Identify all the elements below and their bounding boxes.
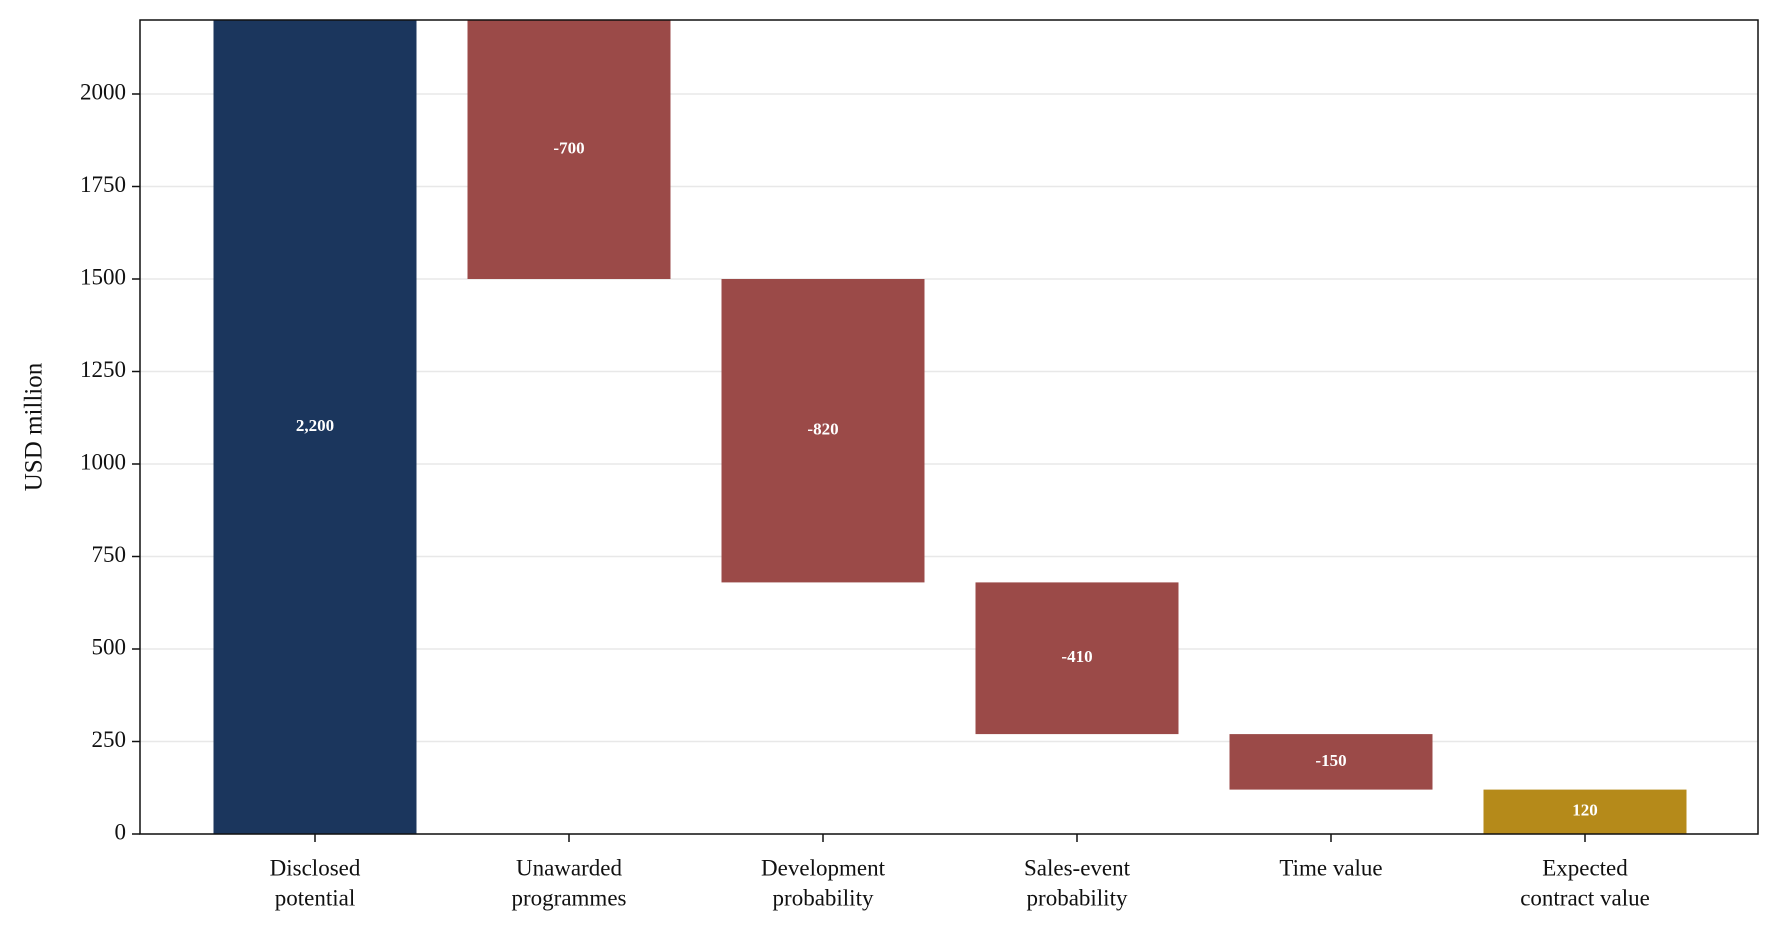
y-axis-label: USD million (21, 362, 48, 491)
plot-frame (139, 19, 1759, 835)
x-tick-label: Disclosed (270, 855, 361, 880)
value-label: -150 (1315, 751, 1346, 770)
y-tick-label: 1750 (80, 172, 126, 197)
x-tick-label: programmes (512, 885, 627, 910)
y-tick-label: 750 (92, 542, 127, 567)
x-tick-label: contract value (1520, 885, 1650, 910)
value-label: -410 (1061, 647, 1092, 666)
value-label: -820 (807, 420, 838, 439)
bar (1483, 789, 1687, 834)
y-tick-label: 2000 (80, 79, 126, 104)
y-tick-label: 1500 (80, 264, 126, 289)
y-tick-label: 1000 (80, 449, 126, 474)
value-label: 120 (1572, 801, 1598, 820)
x-tick-label: potential (275, 885, 355, 910)
x-tick-label: Sales-event (1024, 855, 1131, 880)
x-tick-label: probability (1027, 885, 1128, 910)
x-tick-label: probability (773, 885, 874, 910)
bar (1229, 734, 1433, 790)
bar (467, 20, 671, 279)
value-label: 2,200 (296, 416, 334, 435)
y-tick-label: 0 (115, 819, 127, 844)
y-tick-label: 1250 (80, 357, 126, 382)
x-tick-label: Unawarded (516, 855, 623, 880)
value-label: -700 (553, 138, 584, 157)
x-tick-label: Development (761, 855, 886, 880)
y-tick-label: 250 (92, 727, 127, 752)
x-tick-label: Time value (1279, 855, 1382, 880)
bar (721, 279, 925, 583)
y-tick-label: 500 (92, 634, 127, 659)
bar (975, 582, 1179, 735)
bar (213, 20, 417, 834)
x-tick-label: Expected (1542, 855, 1628, 880)
